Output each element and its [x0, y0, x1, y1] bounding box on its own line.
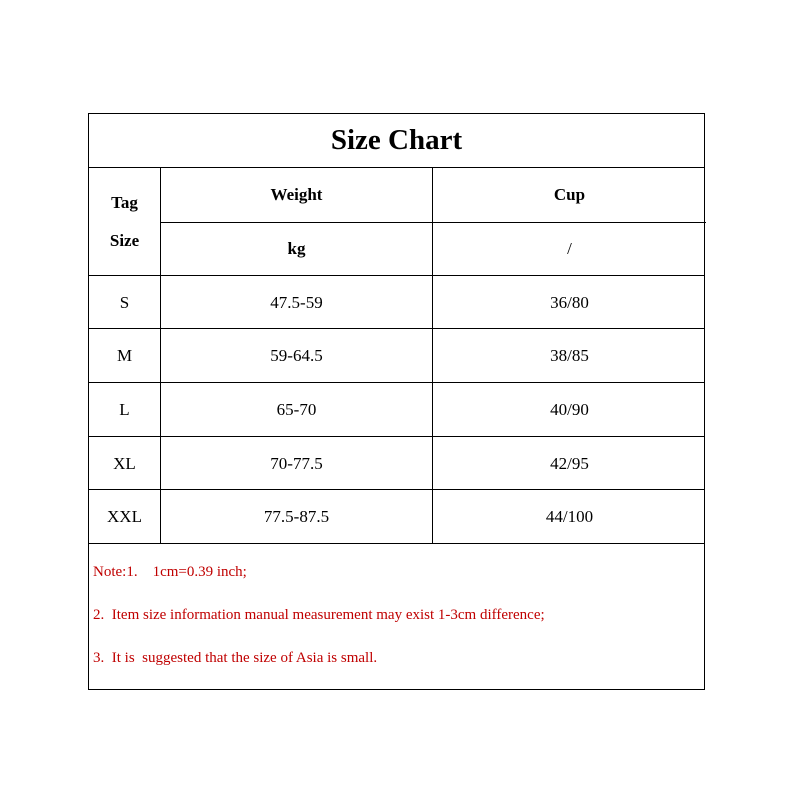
cell-size: S — [119, 292, 130, 312]
header-weight-unit: kg — [287, 239, 306, 258]
cell-cup: 36/80 — [550, 292, 589, 312]
header-tag-size: Tag Size — [89, 168, 160, 276]
cell-size: XXL — [107, 507, 142, 526]
header-size-label: Size — [109, 231, 140, 250]
size-chart-table: Size Chart Tag Size Weight Cup kg / S 47.… — [88, 113, 706, 690]
cell-weight: 70-77.5 — [270, 453, 323, 473]
header-weight: Weight — [270, 185, 323, 204]
cell-size: XL — [113, 453, 136, 473]
note-3: 3. It is suggested that the size of Asia… — [93, 650, 378, 666]
header-tag-label: Tag — [111, 193, 138, 212]
cell-size: M — [116, 346, 133, 365]
table-title: Size Chart — [89, 114, 704, 168]
notes-section: Note:1. 1cm=0.39 inch; 2. Item size info… — [89, 544, 704, 690]
cell-cup: 44/100 — [545, 507, 594, 526]
cell-weight: 77.5-87.5 — [263, 507, 330, 526]
note-1: Note:1. 1cm=0.39 inch; — [93, 564, 247, 580]
note-2: 2. Item size information manual measurem… — [93, 607, 545, 623]
cell-size: L — [119, 400, 130, 419]
cell-weight: 47.5-59 — [270, 292, 323, 312]
header-cup-unit: / — [567, 239, 572, 258]
cell-cup: 42/95 — [550, 453, 589, 473]
cell-weight: 59-64.5 — [270, 346, 323, 365]
header-cup: Cup — [553, 185, 586, 204]
cell-cup: 40/90 — [550, 400, 589, 419]
cell-cup: 38/85 — [550, 346, 589, 365]
cell-weight: 65-70 — [276, 400, 317, 419]
